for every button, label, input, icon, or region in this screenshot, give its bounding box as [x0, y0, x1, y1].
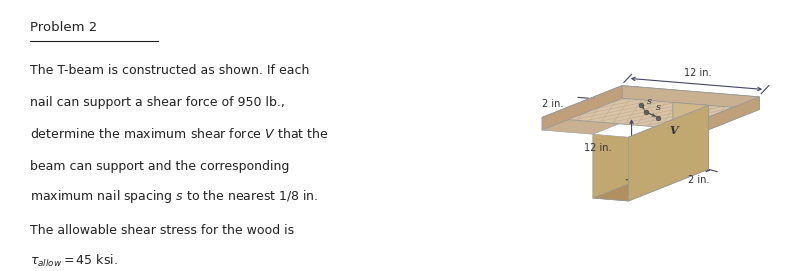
Polygon shape [542, 86, 622, 130]
Text: determine the maximum shear force $V$ that the: determine the maximum shear force $V$ th… [31, 127, 329, 141]
Polygon shape [629, 105, 759, 141]
Polygon shape [673, 102, 708, 169]
Polygon shape [542, 98, 673, 134]
Text: 2 in.: 2 in. [688, 175, 709, 185]
Polygon shape [622, 86, 759, 109]
Text: s: s [655, 103, 661, 112]
Polygon shape [542, 86, 759, 129]
Text: $\tau_{allow}= 45$ ksi.: $\tau_{allow}= 45$ ksi. [31, 253, 118, 269]
Text: 12 in.: 12 in. [683, 68, 711, 78]
Text: The allowable shear stress for the wood is: The allowable shear stress for the wood … [31, 224, 294, 237]
Text: s: s [647, 96, 652, 105]
Polygon shape [592, 166, 708, 201]
Polygon shape [679, 97, 759, 141]
Text: beam can support and the corresponding: beam can support and the corresponding [31, 160, 290, 173]
Text: V: V [670, 125, 678, 136]
Text: The T-beam is constructed as shown. If each: The T-beam is constructed as shown. If e… [31, 64, 310, 77]
Text: nail can support a shear force of 950 lb.,: nail can support a shear force of 950 lb… [31, 96, 285, 109]
Polygon shape [629, 105, 708, 201]
Text: 2 in.: 2 in. [542, 99, 563, 109]
Text: 12 in.: 12 in. [584, 143, 612, 153]
Polygon shape [592, 134, 629, 201]
Text: Problem 2: Problem 2 [31, 21, 98, 34]
Text: maximum nail spacing $s$ to the nearest 1/8 in.: maximum nail spacing $s$ to the nearest … [31, 188, 318, 205]
